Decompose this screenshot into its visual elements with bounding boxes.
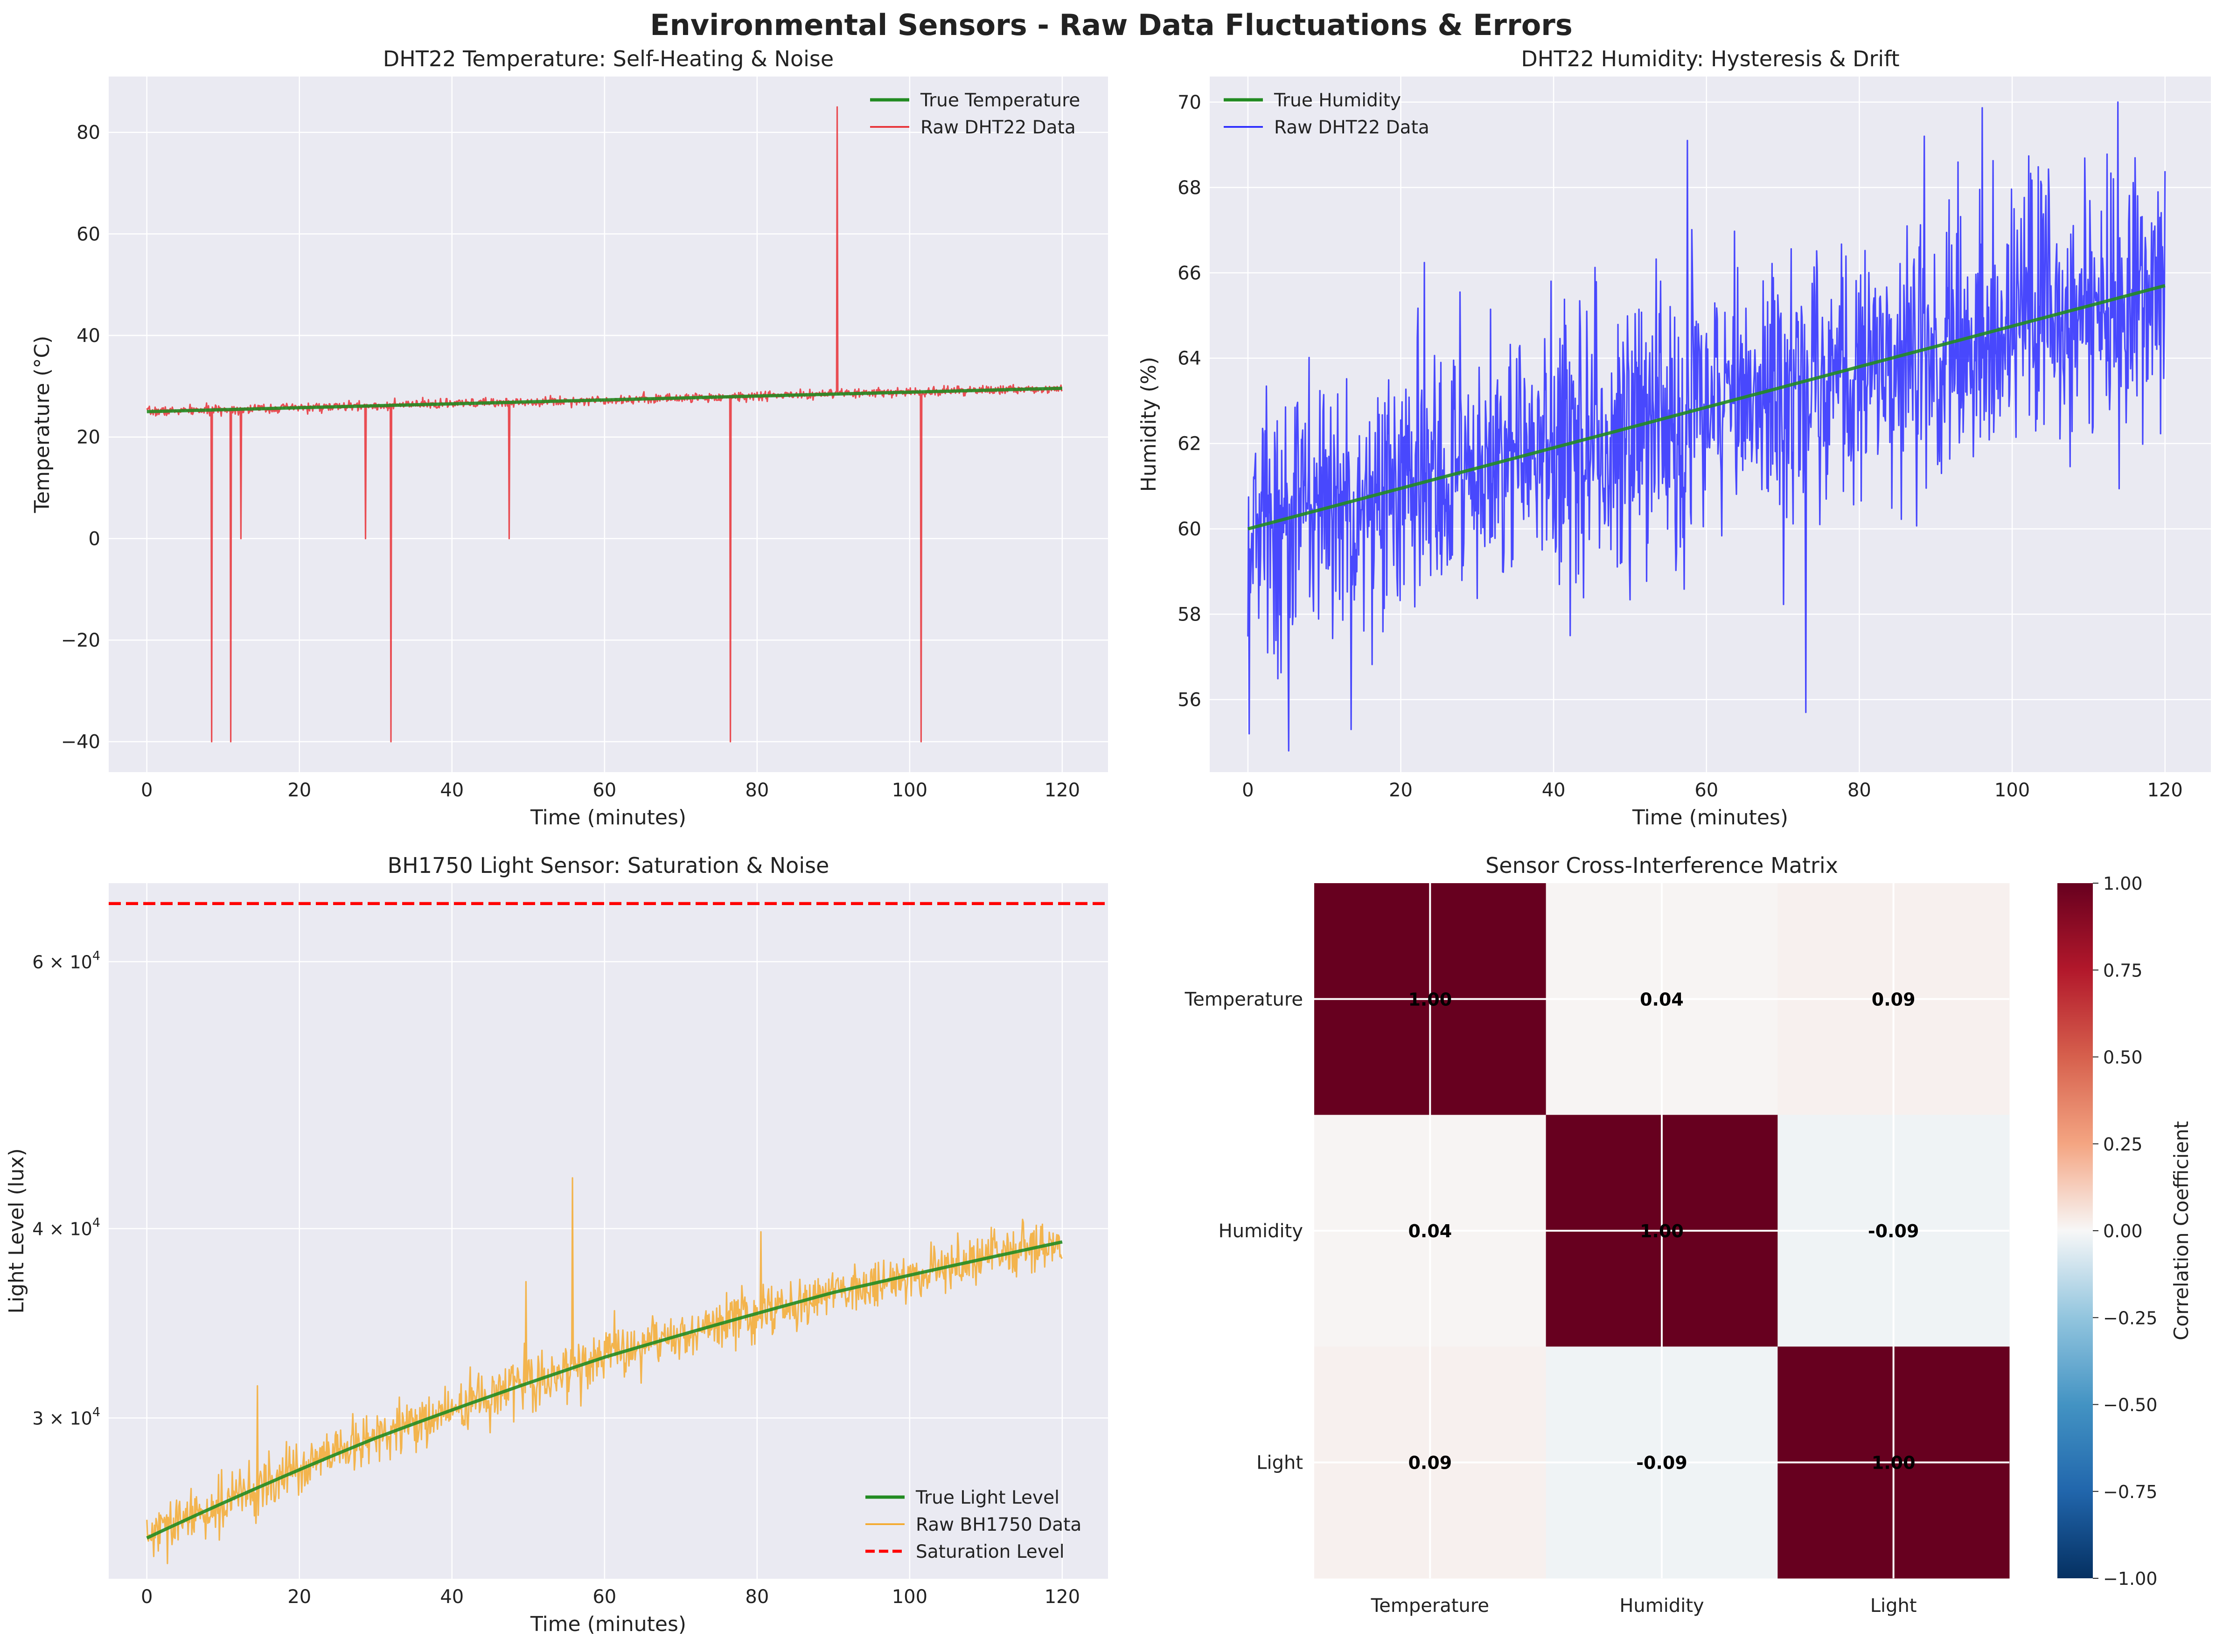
x-tick-label: 120 bbox=[1045, 1586, 1080, 1608]
chart-title: BH1750 Light Sensor: Saturation & Noise bbox=[388, 853, 829, 878]
colorbar-tick-label: −1.00 bbox=[2103, 1568, 2157, 1589]
row-label: Humidity bbox=[1219, 1220, 1303, 1242]
x-tick-label: 40 bbox=[440, 780, 464, 801]
x-tick-label: 40 bbox=[1542, 780, 1566, 801]
y-tick-label: 66 bbox=[1178, 263, 1201, 284]
colorbar-tick-label: 0.00 bbox=[2103, 1221, 2143, 1241]
x-axis-label: Time (minutes) bbox=[1632, 806, 1788, 829]
y-tick-label: 0 bbox=[89, 528, 100, 550]
plot-lines bbox=[146, 106, 1063, 743]
colorbar bbox=[2057, 883, 2093, 1578]
legend-label: Raw DHT22 Data bbox=[920, 117, 1076, 138]
y-tick-label: 62 bbox=[1178, 433, 1201, 455]
cell-value-label: 0.09 bbox=[1408, 1453, 1452, 1473]
cell-value-label: -0.09 bbox=[1636, 1453, 1687, 1473]
x-tick-label: 0 bbox=[141, 780, 153, 801]
light-chart: 0 20 40 60 80 100 120 3 × 104 4 × 104 6 × 104 BH17… bbox=[5, 853, 1108, 1636]
x-tick-label: 80 bbox=[745, 1586, 769, 1608]
x-tick-label: 60 bbox=[592, 1586, 616, 1608]
humidity-chart: 0 20 40 60 80 100 120 56 58 60 62 64 66 68 70 DHT22 Hum… bbox=[1137, 46, 2211, 829]
legend-label: Raw BH1750 Data bbox=[916, 1514, 1081, 1535]
y-tick-label: 60 bbox=[77, 223, 100, 245]
y-tick-label: 70 bbox=[1178, 92, 1201, 113]
x-tick-label: 60 bbox=[592, 780, 616, 801]
y-axis-label: Temperature (°C) bbox=[30, 336, 54, 514]
y-tick-label: 56 bbox=[1178, 689, 1201, 711]
x-tick-label: 100 bbox=[892, 780, 927, 801]
y-tick-label: 64 bbox=[1178, 348, 1201, 369]
colorbar-tick-label: 0.75 bbox=[2103, 960, 2143, 981]
cell-value-label: 1.00 bbox=[1408, 989, 1452, 1010]
temperature-chart: 0 20 40 60 80 100 120 −40 −20 0 20 40 60 80 DHT22 Temp… bbox=[30, 46, 1108, 829]
y-tick-label: 80 bbox=[77, 122, 100, 144]
colorbar-tick-label: −0.75 bbox=[2103, 1482, 2157, 1502]
plot-area bbox=[109, 883, 1108, 1579]
true-series-line bbox=[146, 1240, 1063, 1540]
y-tick-label: 20 bbox=[77, 427, 100, 448]
x-tick-label: 40 bbox=[440, 1586, 464, 1608]
true-series-line bbox=[146, 386, 1062, 413]
colorbar-tick-label: 0.50 bbox=[2103, 1047, 2143, 1068]
raw-series-line bbox=[1247, 101, 2166, 752]
x-tick-label: 60 bbox=[1694, 780, 1718, 801]
plot-lines bbox=[1247, 101, 2166, 752]
x-tick-label: 120 bbox=[2147, 780, 2183, 801]
cell-value-label: 1.00 bbox=[1872, 1453, 1916, 1473]
column-label: Light bbox=[1870, 1595, 1917, 1617]
plot-lines bbox=[109, 902, 1108, 1564]
y-axis-label: Light Level (lux) bbox=[5, 1148, 28, 1313]
column-label: Humidity bbox=[1619, 1595, 1704, 1617]
y-tick-label: 68 bbox=[1178, 177, 1201, 199]
row-label: Temperature bbox=[1185, 989, 1303, 1010]
plot-area bbox=[109, 77, 1108, 772]
colorbar-label: Correlation Coefficient bbox=[2170, 1121, 2193, 1340]
colorbar-tick-label: −0.50 bbox=[2103, 1395, 2157, 1415]
colorbar-tick-label: 0.25 bbox=[2103, 1134, 2143, 1155]
y-tick-label: −20 bbox=[61, 630, 100, 651]
x-tick-label: 80 bbox=[745, 780, 769, 801]
legend-label: True Temperature bbox=[920, 90, 1080, 111]
x-tick-label: 0 bbox=[1242, 780, 1254, 801]
chart-title: Sensor Cross-Interference Matrix bbox=[1485, 853, 1838, 878]
y-tick-label: −40 bbox=[61, 732, 100, 753]
cell-value-label: 0.04 bbox=[1408, 1221, 1452, 1241]
legend-label: True Light Level bbox=[915, 1487, 1059, 1508]
y-tick-label: 40 bbox=[77, 325, 100, 347]
cell-value-label: 1.00 bbox=[1640, 1221, 1684, 1241]
true-series-line bbox=[1247, 284, 2166, 530]
x-tick-label: 0 bbox=[141, 1586, 153, 1608]
colorbar-tick-label: 1.00 bbox=[2103, 873, 2143, 894]
x-tick-label: 20 bbox=[287, 780, 311, 801]
column-label: Temperature bbox=[1371, 1595, 1489, 1617]
x-tick-label: 100 bbox=[1994, 780, 2030, 801]
y-tick-label: 6 × 104 bbox=[32, 948, 100, 972]
cell-value-label: 0.04 bbox=[1640, 989, 1684, 1010]
x-tick-label: 120 bbox=[1045, 780, 1080, 801]
chart-title: DHT22 Temperature: Self-Heating & Noise bbox=[383, 46, 834, 71]
legend-label: True Humidity bbox=[1274, 90, 1401, 111]
x-tick-label: 80 bbox=[1847, 780, 1871, 801]
y-tick-label: 3 × 104 bbox=[32, 1405, 100, 1429]
colorbar-tick-label: −0.25 bbox=[2103, 1308, 2157, 1328]
correlation-heatmap: 1.00 0.04 0.09 0.04 1.00 -0.09 0.09 -0.09 1.00 Te… bbox=[1185, 853, 2193, 1617]
x-axis-label: Time (minutes) bbox=[530, 806, 686, 829]
x-tick-label: 100 bbox=[892, 1586, 927, 1608]
x-tick-label: 20 bbox=[287, 1586, 311, 1608]
legend-label: Saturation Level bbox=[916, 1541, 1065, 1562]
y-tick-label: 58 bbox=[1178, 604, 1201, 626]
y-tick-label: 60 bbox=[1178, 519, 1201, 540]
x-axis-label: Time (minutes) bbox=[530, 1612, 686, 1636]
y-tick-label: 4 × 104 bbox=[32, 1215, 100, 1239]
chart-title: DHT22 Humidity: Hysteresis & Drift bbox=[1521, 46, 1899, 71]
row-label: Light bbox=[1256, 1452, 1303, 1474]
cell-value-label: 0.09 bbox=[1872, 989, 1916, 1010]
legend-label: Raw DHT22 Data bbox=[1274, 117, 1429, 138]
figure-title: Environmental Sensors - Raw Data Fluctua… bbox=[650, 8, 1573, 42]
x-tick-label: 20 bbox=[1389, 780, 1413, 801]
cell-value-label: -0.09 bbox=[1868, 1221, 1919, 1241]
y-axis-label: Humidity (%) bbox=[1137, 357, 1161, 492]
